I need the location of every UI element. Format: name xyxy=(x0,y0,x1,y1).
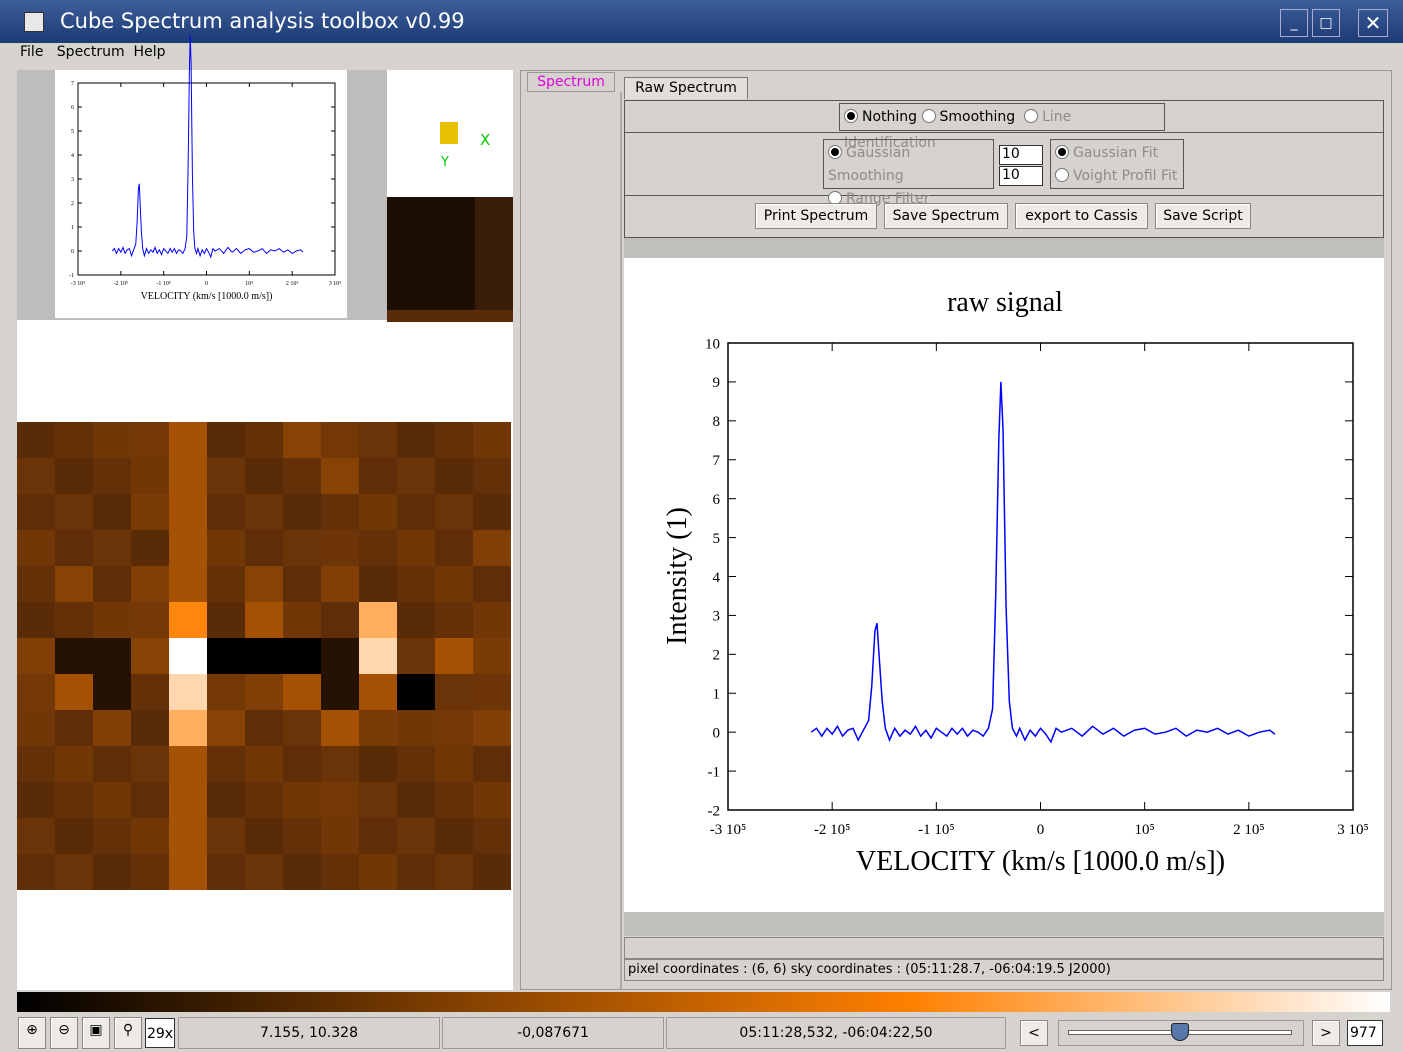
button[interactable]: Save Spectrum xyxy=(884,203,1008,229)
spacer xyxy=(624,238,1384,258)
smoothing-group: Gaussian Smoothing Range Filter xyxy=(823,139,994,189)
pixel-value: -0,087671 xyxy=(442,1017,664,1049)
radio-label: Voight Profil Fit xyxy=(1073,168,1177,184)
text-field[interactable]: 10 xyxy=(999,166,1043,186)
tab[interactable]: Spectrum xyxy=(527,72,615,92)
close[interactable]: ✕ xyxy=(1358,9,1388,37)
radio[interactable]: Gaussian Smoothing xyxy=(828,142,989,188)
button[interactable]: Save Script xyxy=(1155,203,1251,229)
thumb-bg xyxy=(17,70,387,320)
app-icon xyxy=(24,12,44,32)
tab[interactable]: Raw Spectrum xyxy=(624,77,748,99)
radio[interactable]: Gaussian Fit xyxy=(1055,142,1179,165)
zoom-view xyxy=(387,310,513,322)
plot-area xyxy=(624,258,1384,912)
zoom-out[interactable]: ⊖ xyxy=(50,1017,78,1049)
page: {"window":{"title":"Cube Spectrum analys… xyxy=(0,0,1403,1052)
compass-icon xyxy=(440,122,458,144)
menu-item[interactable]: File xyxy=(20,44,43,60)
button[interactable]: export to Cassis xyxy=(1015,203,1148,229)
next[interactable]: > xyxy=(1312,1020,1340,1046)
mode-group: Nothing Smoothing Line Identification xyxy=(839,103,1165,131)
menu-item[interactable]: Help xyxy=(134,44,166,60)
prev[interactable]: < xyxy=(1020,1020,1048,1046)
compass-y: Y xyxy=(441,155,449,170)
zoom-field[interactable]: 29x xyxy=(145,1018,175,1048)
spacer xyxy=(624,912,1384,936)
zoom-view xyxy=(475,197,513,322)
radio-label: Nothing xyxy=(862,109,917,125)
zoom-in[interactable]: ⊕ xyxy=(18,1017,46,1049)
window-title: Cube Spectrum analysis toolbox v0.99 xyxy=(60,9,465,33)
slider-thumb[interactable] xyxy=(1171,1023,1189,1041)
fit-group: Gaussian Fit Voight Profil Fit xyxy=(1050,139,1184,189)
status-line: pixel coordinates : (6, 6) sky coordinat… xyxy=(624,959,1384,981)
menu-item[interactable]: Spectrum xyxy=(57,44,125,60)
radio[interactable]: Smoothing xyxy=(922,109,1016,125)
zoom-fit[interactable]: ▣ xyxy=(82,1017,110,1049)
colorbar xyxy=(17,992,1390,1012)
field xyxy=(624,937,1384,959)
frame-field[interactable]: 977 xyxy=(1347,1020,1383,1046)
menu-bar: File Spectrum Help xyxy=(20,44,165,64)
maximize[interactable]: □ xyxy=(1312,9,1340,37)
minimize[interactable]: _ xyxy=(1280,9,1308,37)
button[interactable]: Print Spectrum xyxy=(755,203,877,229)
sky-coords: 05:11:28,532, -06:04:22,50 xyxy=(666,1017,1006,1049)
text-field[interactable]: 10 xyxy=(999,145,1043,165)
radio[interactable]: Nothing xyxy=(844,109,917,125)
divider xyxy=(620,92,622,990)
compass-x: X xyxy=(480,131,490,149)
pixel-pos: 7.155, 10.328 xyxy=(178,1017,440,1049)
radio-label: Gaussian Fit xyxy=(1073,145,1158,161)
radio-label: Smoothing xyxy=(940,109,1016,125)
radio[interactable]: Voight Profil Fit xyxy=(1055,165,1179,188)
zoom[interactable]: ⚲ xyxy=(114,1017,142,1049)
